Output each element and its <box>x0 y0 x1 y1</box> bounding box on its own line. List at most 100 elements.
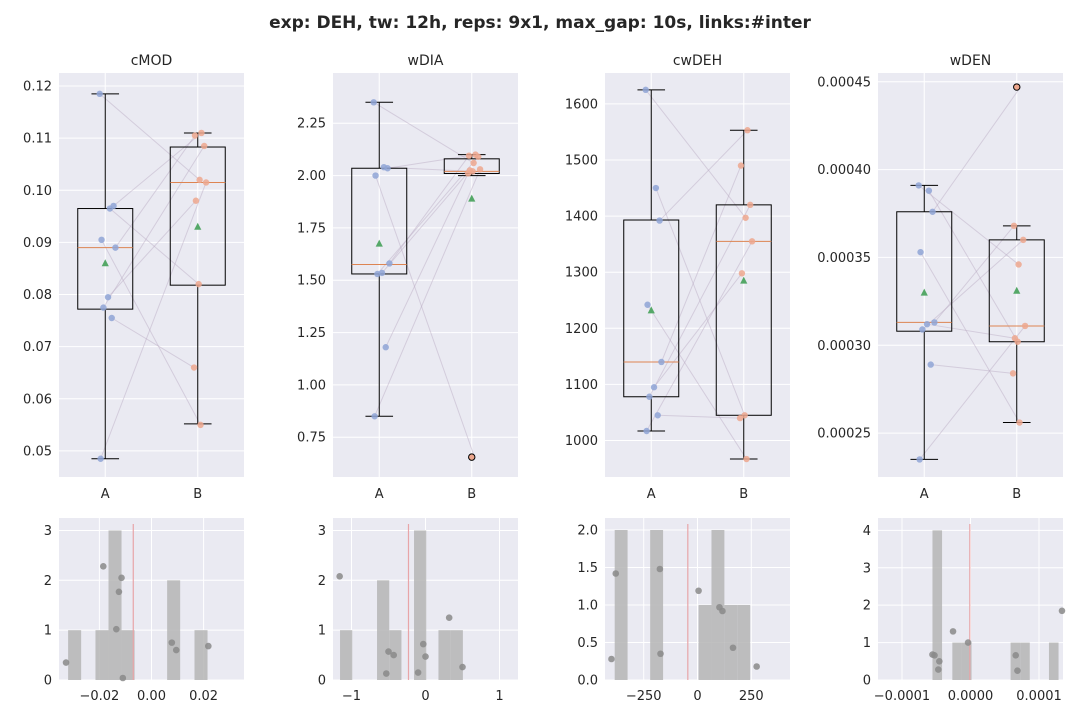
difference-point <box>657 650 664 658</box>
data-point-A <box>643 427 650 435</box>
panel-title: wDIA <box>408 53 444 69</box>
data-point-B <box>475 153 482 160</box>
y-tick-label: 0 <box>318 674 326 689</box>
x-tick-label: B <box>739 487 748 502</box>
data-point-A <box>644 301 651 308</box>
y-tick-label: 0.06 <box>23 392 52 407</box>
data-point-A <box>915 182 922 189</box>
difference-point <box>113 625 120 633</box>
y-tick-label: 1.50 <box>297 274 326 289</box>
data-point-B <box>464 170 472 177</box>
data-point-B <box>1015 261 1022 268</box>
pair-line <box>926 323 1015 339</box>
difference-point <box>445 614 453 621</box>
y-tick-label: 0.75 <box>297 431 326 446</box>
difference-point <box>612 570 620 577</box>
y-tick-label: 2.0 <box>577 524 598 539</box>
pair-line <box>660 165 742 363</box>
hist-bar <box>961 642 972 680</box>
difference-point <box>695 587 702 595</box>
difference-point <box>1012 652 1020 659</box>
data-point-B <box>476 166 484 173</box>
data-point-B <box>744 127 751 134</box>
pair-line <box>102 145 205 308</box>
y-tick-label: 0.07 <box>23 340 52 355</box>
y-tick-label: 0.00030 <box>817 339 871 354</box>
data-point-A <box>642 86 649 94</box>
hist-bar <box>1020 642 1030 680</box>
difference-point <box>949 628 957 635</box>
mean-marker-B <box>1013 286 1021 294</box>
data-point-A <box>96 90 103 98</box>
hist-bar <box>952 642 962 680</box>
y-tick-label: 2 <box>863 599 871 614</box>
data-point-A <box>98 236 105 244</box>
mean-marker-A <box>920 288 928 296</box>
data-point-B <box>1020 236 1027 244</box>
difference-point <box>172 646 180 654</box>
outlier-point-B <box>468 453 476 461</box>
difference-point <box>115 588 123 596</box>
pair-line <box>101 239 201 426</box>
x-tick-label: −0.02 <box>79 689 119 704</box>
hist-panel-3: 0.0 0.5 1.0 1.5 2.0 −250 0 250 <box>577 518 790 704</box>
pair-line <box>113 132 202 207</box>
pair-line <box>373 101 474 164</box>
data-point-A <box>652 184 660 192</box>
data-point-A <box>371 413 378 420</box>
hist-bar <box>1048 642 1059 680</box>
data-point-A <box>923 320 931 328</box>
pair-line <box>918 185 1019 265</box>
pair-line <box>659 129 748 221</box>
y-tick-label: 1100 <box>565 378 598 393</box>
data-point-B <box>736 414 744 422</box>
pair-line <box>934 225 1015 323</box>
data-point-B <box>738 270 746 277</box>
data-point-B <box>465 152 473 159</box>
data-point-A <box>112 244 119 251</box>
y-tick-label: 0.05 <box>23 444 52 459</box>
hist-bar <box>650 530 664 680</box>
data-point-A <box>374 270 381 278</box>
data-point-B <box>1014 338 1021 345</box>
y-tick-label: 1300 <box>565 266 598 281</box>
difference-point <box>931 652 938 659</box>
hist-bar <box>1010 642 1021 680</box>
x-tick-label: 1 <box>495 689 503 704</box>
data-point-A <box>104 293 112 301</box>
difference-point <box>118 574 125 582</box>
pair-line <box>107 200 197 298</box>
data-point-A <box>370 99 377 106</box>
pair-line <box>657 414 741 419</box>
data-point-A <box>382 344 389 351</box>
difference-point <box>719 607 726 615</box>
data-point-B <box>747 201 754 209</box>
difference-point <box>729 644 737 652</box>
x-tick-label: 0 <box>421 689 429 704</box>
data-point-A <box>650 384 658 391</box>
hist-bar <box>932 530 943 680</box>
y-tick-label: 1 <box>318 624 326 639</box>
plot-area <box>333 73 518 477</box>
hist-bar <box>450 630 463 680</box>
difference-point <box>119 674 127 682</box>
data-point-B <box>748 238 756 245</box>
x-tick-label: −1 <box>342 689 361 704</box>
difference-point <box>168 639 176 646</box>
y-tick-label: 0.0 <box>577 674 598 689</box>
pair-line <box>646 241 753 432</box>
y-tick-label: 0.00025 <box>817 427 871 442</box>
hist-panel-2: 0 1 2 3 −1 0 1 <box>318 518 518 704</box>
y-tick-label: 3 <box>318 524 326 539</box>
figure-title: exp: DEH, tw: 12h, reps: 9x1, max_gap: 1… <box>269 13 811 33</box>
data-point-B <box>202 179 210 186</box>
data-point-A <box>646 393 653 400</box>
pair-line <box>377 156 479 275</box>
pair-line <box>648 204 751 397</box>
data-point-B <box>742 214 749 221</box>
pair-line <box>919 325 1026 460</box>
pair-line <box>922 239 1024 330</box>
y-tick-label: 1200 <box>565 322 598 337</box>
data-point-A <box>658 358 665 366</box>
